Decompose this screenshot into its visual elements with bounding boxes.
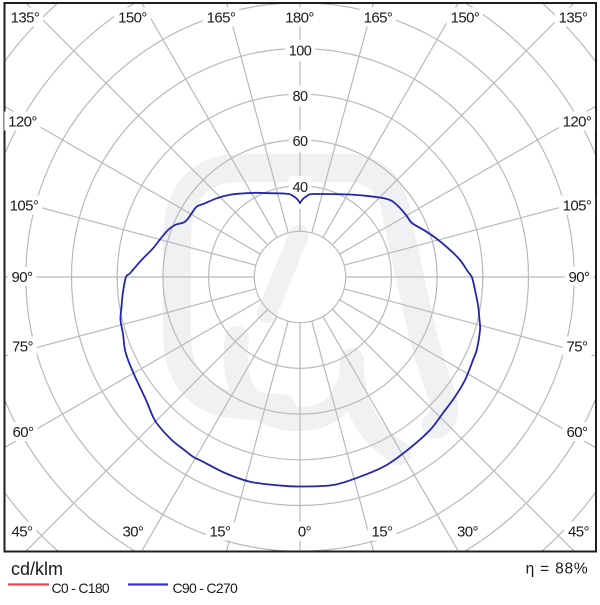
svg-text:90°: 90° (12, 269, 33, 286)
svg-text:75°: 75° (12, 338, 33, 355)
svg-text:40: 40 (293, 180, 308, 196)
svg-text:180°: 180° (285, 9, 314, 26)
svg-text:60°: 60° (567, 424, 588, 441)
svg-text:60°: 60° (13, 424, 34, 441)
svg-text:0°: 0° (298, 523, 312, 540)
svg-text:135°: 135° (11, 9, 40, 26)
svg-text:165°: 165° (207, 9, 236, 26)
svg-text:30°: 30° (457, 523, 478, 540)
svg-text:60: 60 (293, 134, 308, 150)
svg-text:150°: 150° (451, 9, 480, 26)
svg-text:105°: 105° (10, 197, 39, 214)
svg-text:100: 100 (289, 44, 312, 60)
svg-text:45°: 45° (568, 523, 589, 540)
svg-text:30°: 30° (123, 523, 144, 540)
svg-text:75°: 75° (567, 338, 588, 355)
svg-text:C90 - C270: C90 - C270 (173, 580, 239, 596)
svg-text:15°: 15° (372, 523, 393, 540)
svg-text:90°: 90° (569, 269, 590, 286)
svg-text:135°: 135° (559, 9, 588, 26)
svg-text:cd/klm: cd/klm (11, 559, 63, 579)
svg-text:45°: 45° (12, 523, 33, 540)
svg-text:80: 80 (293, 89, 308, 105)
svg-text:165°: 165° (364, 9, 393, 26)
svg-text:150°: 150° (118, 9, 147, 26)
svg-text:C0 - C180: C0 - C180 (52, 580, 110, 596)
svg-text:15°: 15° (210, 523, 231, 540)
svg-text:105°: 105° (563, 197, 592, 214)
svg-text:η = 88%: η = 88% (526, 561, 589, 578)
svg-text:120°: 120° (8, 113, 37, 130)
svg-text:120°: 120° (563, 113, 592, 130)
